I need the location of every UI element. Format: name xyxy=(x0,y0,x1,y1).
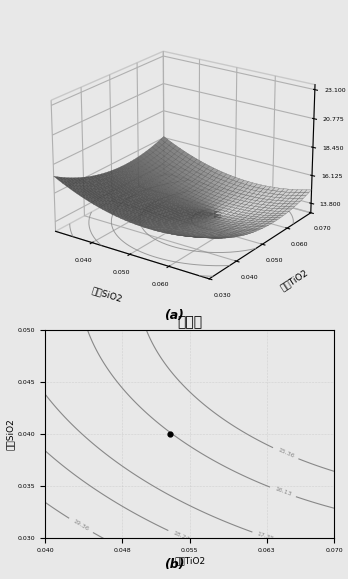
Text: (a): (a) xyxy=(164,309,184,322)
X-axis label: 纳米SiO2: 纳米SiO2 xyxy=(90,286,123,304)
Text: (b): (b) xyxy=(164,558,184,571)
Text: 15.36: 15.36 xyxy=(277,448,295,459)
Text: 16.13: 16.13 xyxy=(274,487,292,497)
Y-axis label: 纳米SiO2: 纳米SiO2 xyxy=(6,419,15,450)
Title: 透湿率: 透湿率 xyxy=(177,315,202,329)
X-axis label: 纳米TiO2: 纳米TiO2 xyxy=(174,556,205,565)
Text: 18.24: 18.24 xyxy=(172,530,190,543)
Y-axis label: 纳米TiO2: 纳米TiO2 xyxy=(279,267,310,292)
Text: 19.36: 19.36 xyxy=(72,519,90,532)
Text: 17.35: 17.35 xyxy=(256,532,275,542)
